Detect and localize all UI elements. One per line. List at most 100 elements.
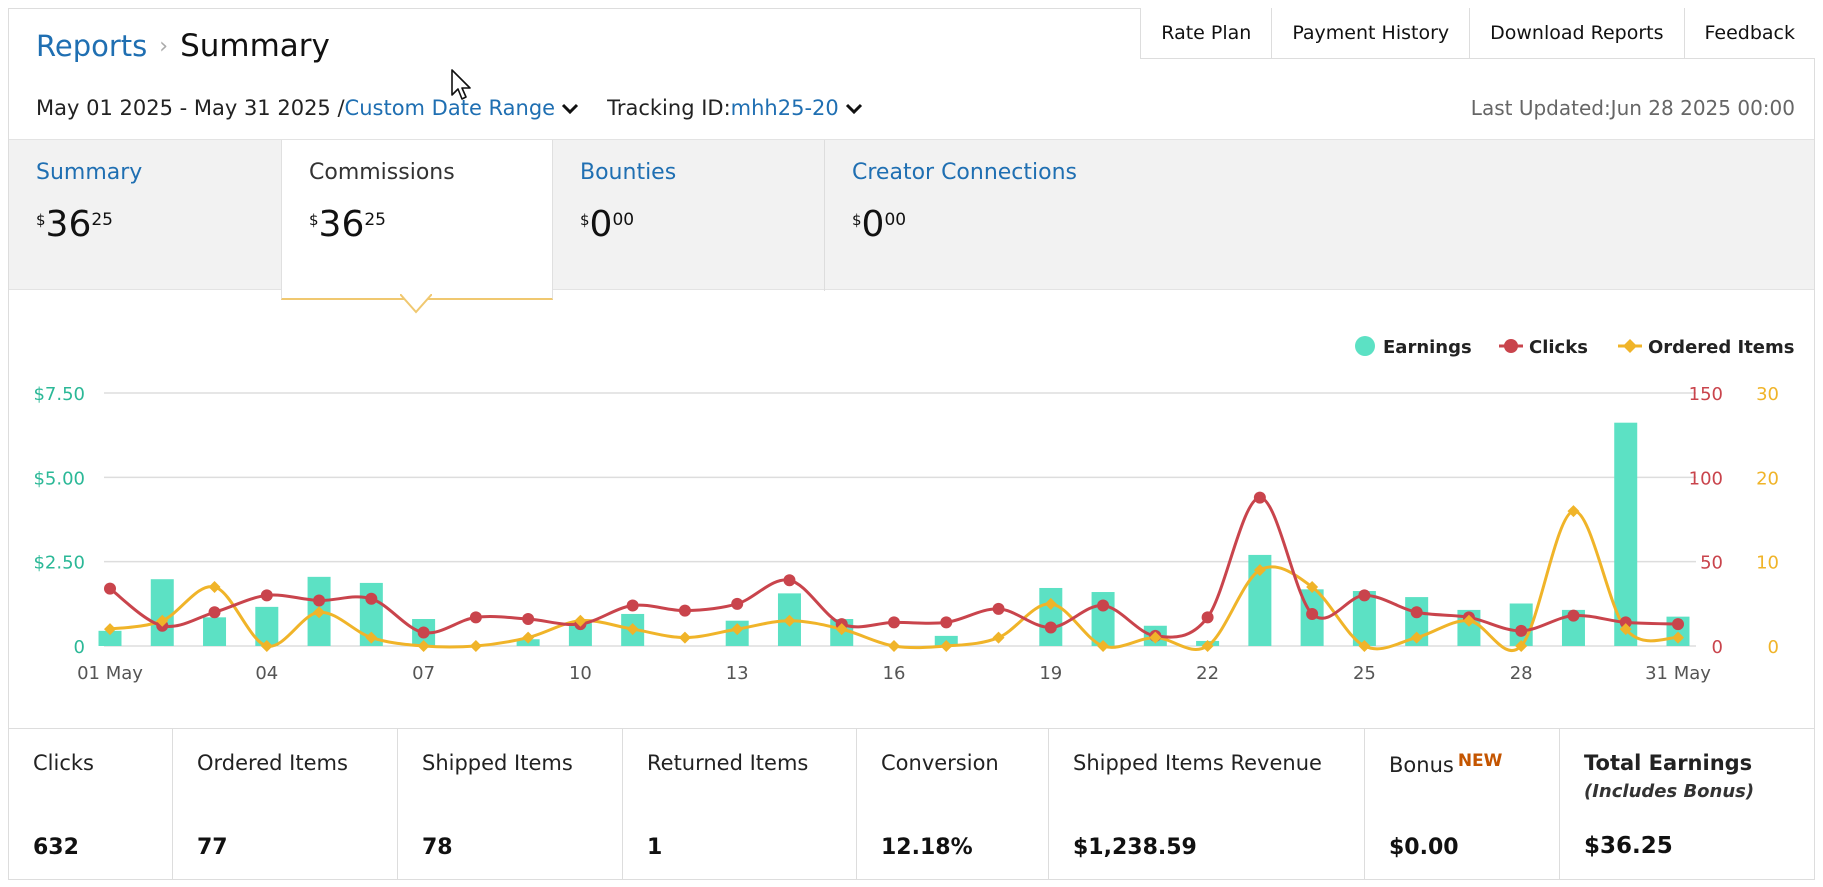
summary-tiles: Summary $ 36 25 Commissions $ 36 25 Boun… — [9, 139, 1814, 300]
ordered-items-line — [109, 509, 1679, 653]
rate-plan-button[interactable]: Rate Plan — [1141, 8, 1273, 58]
stat-label: Returned Items — [647, 751, 809, 775]
ordered-items-point — [574, 614, 587, 627]
breadcrumb-reports-link[interactable]: Reports — [36, 29, 148, 63]
ordered-items-point — [365, 631, 378, 644]
filter-row: May 01 2025 - May 31 2025 / Custom Date … — [36, 92, 865, 124]
x-tick-label: 22 — [1196, 663, 1219, 684]
stat-label: Ordered Items — [197, 751, 348, 775]
stat-value: 77 — [197, 835, 228, 860]
amount-main: 0 — [861, 204, 885, 245]
tile-commissions[interactable]: Commissions $ 36 25 — [281, 140, 553, 300]
earnings-bar — [1352, 591, 1376, 646]
x-tick-label: 13 — [726, 663, 749, 684]
tile-title[interactable]: Summary — [36, 160, 143, 185]
ordered-items-point — [783, 614, 796, 627]
amount-main: 36 — [318, 204, 365, 245]
currency-symbol: $ — [36, 211, 46, 229]
feedback-button[interactable]: Feedback — [1684, 8, 1815, 58]
ordered-items-point — [1410, 631, 1423, 644]
tracking-id-value[interactable]: mhh25-20 — [730, 96, 839, 120]
earnings-bar — [1509, 603, 1533, 646]
earnings-bar — [98, 630, 122, 646]
stat-value: $1,238.59 — [1073, 835, 1197, 860]
chevron-down-icon[interactable] — [559, 97, 581, 119]
tile-title[interactable]: Bounties — [580, 160, 677, 185]
ordered-items-point — [888, 640, 900, 652]
y-right-items-tick-label: 30 — [1756, 384, 1779, 405]
ordered-items-point — [313, 606, 326, 619]
breadcrumb-separator: › — [159, 33, 169, 59]
x-tick-label: 07 — [412, 663, 435, 684]
tile-title[interactable]: Creator Connections — [852, 160, 1078, 185]
stat-value: 12.18% — [881, 835, 973, 860]
earnings-bar — [150, 579, 174, 646]
tile-title[interactable]: Commissions — [309, 160, 455, 185]
x-tick-label: 25 — [1353, 663, 1376, 684]
tile-bounties[interactable]: Bounties $ 0 00 — [553, 140, 825, 291]
ordered-items-point — [469, 640, 482, 652]
legend-items-label: Ordered Items — [1648, 337, 1795, 358]
stat-value: 632 — [33, 835, 79, 860]
clicks-point — [1619, 616, 1632, 629]
y-right-clicks-tick-label: 50 — [1700, 553, 1723, 574]
stat-sublabel: (Includes Bonus) — [1584, 781, 1755, 802]
download-reports-button[interactable]: Download Reports — [1470, 8, 1685, 58]
stat-label: Conversion — [881, 751, 999, 775]
mouse-pointer-icon — [451, 69, 471, 100]
clicks-point — [1097, 599, 1110, 612]
last-updated: Last Updated:Jun 28 2025 00:00 — [1470, 96, 1795, 120]
x-tick-label: 16 — [883, 663, 906, 684]
stat-shipped-revenue: Shipped Items Revenue $1,238.59 — [1049, 729, 1365, 880]
y-right-items-tick-label: 20 — [1756, 468, 1779, 489]
ordered-items-point — [1201, 640, 1214, 652]
ordered-items-point — [1567, 505, 1580, 518]
stat-bonus: Bonus NEW $0.00 — [1365, 729, 1560, 880]
stat-label: Shipped Items — [422, 751, 573, 775]
stat-value: 1 — [647, 835, 663, 860]
chevron-down-icon[interactable] — [843, 97, 865, 119]
clicks-point — [313, 594, 326, 607]
clicks-point — [365, 592, 378, 605]
tracking-id-selector[interactable]: Tracking ID: mhh25-20 — [607, 96, 865, 120]
ordered-items-point — [1619, 623, 1632, 636]
ordered-items-point — [1358, 640, 1371, 652]
ordered-items-point — [156, 614, 169, 627]
earnings-bar — [568, 623, 592, 646]
y-right-clicks-tick-label: 0 — [1712, 637, 1723, 658]
clicks-point — [1672, 618, 1684, 631]
stat-shipped-items: Shipped Items 78 — [398, 729, 623, 880]
ordered-items-point — [1253, 564, 1266, 577]
clicks-line — [109, 496, 1679, 639]
chart-svg: 0 0 0 $2.50 50 10 $5.00 100 20 $7.50 150 30 01 May 04… — [33, 336, 1795, 684]
earnings-bar — [255, 606, 279, 646]
clicks-point — [626, 599, 639, 612]
x-tick-label: 31 May — [1645, 663, 1711, 684]
ordered-items-point — [1149, 631, 1162, 644]
tile-creator-connections[interactable]: Creator Connections $ 0 00 — [825, 140, 1155, 291]
earnings-bar — [203, 617, 227, 646]
ordered-items-point — [260, 640, 273, 652]
y-left-tick-label: $5.00 — [33, 468, 85, 489]
ordered-items-point — [678, 631, 691, 644]
legend-earnings-label: Earnings — [1383, 337, 1472, 358]
tile-summary[interactable]: Summary $ 36 25 — [9, 140, 281, 291]
legend-earnings-swatch — [1355, 336, 1375, 356]
clicks-point — [260, 589, 273, 602]
legend-clicks-swatch — [1504, 339, 1518, 353]
clicks-point — [1201, 611, 1214, 624]
earnings-chart: 0 0 0 $2.50 50 10 $5.00 100 20 $7.50 150 30 01 May 04… — [9, 292, 1814, 728]
y-right-clicks-tick-label: 100 — [1689, 468, 1723, 489]
ordered-items-point — [104, 623, 116, 636]
ordered-items-point — [208, 580, 221, 593]
payment-history-button[interactable]: Payment History — [1272, 8, 1471, 58]
clicks-point — [783, 574, 796, 587]
currency-symbol: $ — [580, 211, 590, 229]
page-title: Summary — [180, 28, 330, 64]
clicks-point — [522, 613, 535, 626]
stat-conversion: Conversion 12.18% — [857, 729, 1049, 880]
currency-symbol: $ — [309, 211, 319, 229]
ordered-items-point — [1672, 631, 1684, 644]
clicks-point — [888, 616, 900, 629]
date-range-selector[interactable]: Custom Date Range — [344, 96, 556, 120]
